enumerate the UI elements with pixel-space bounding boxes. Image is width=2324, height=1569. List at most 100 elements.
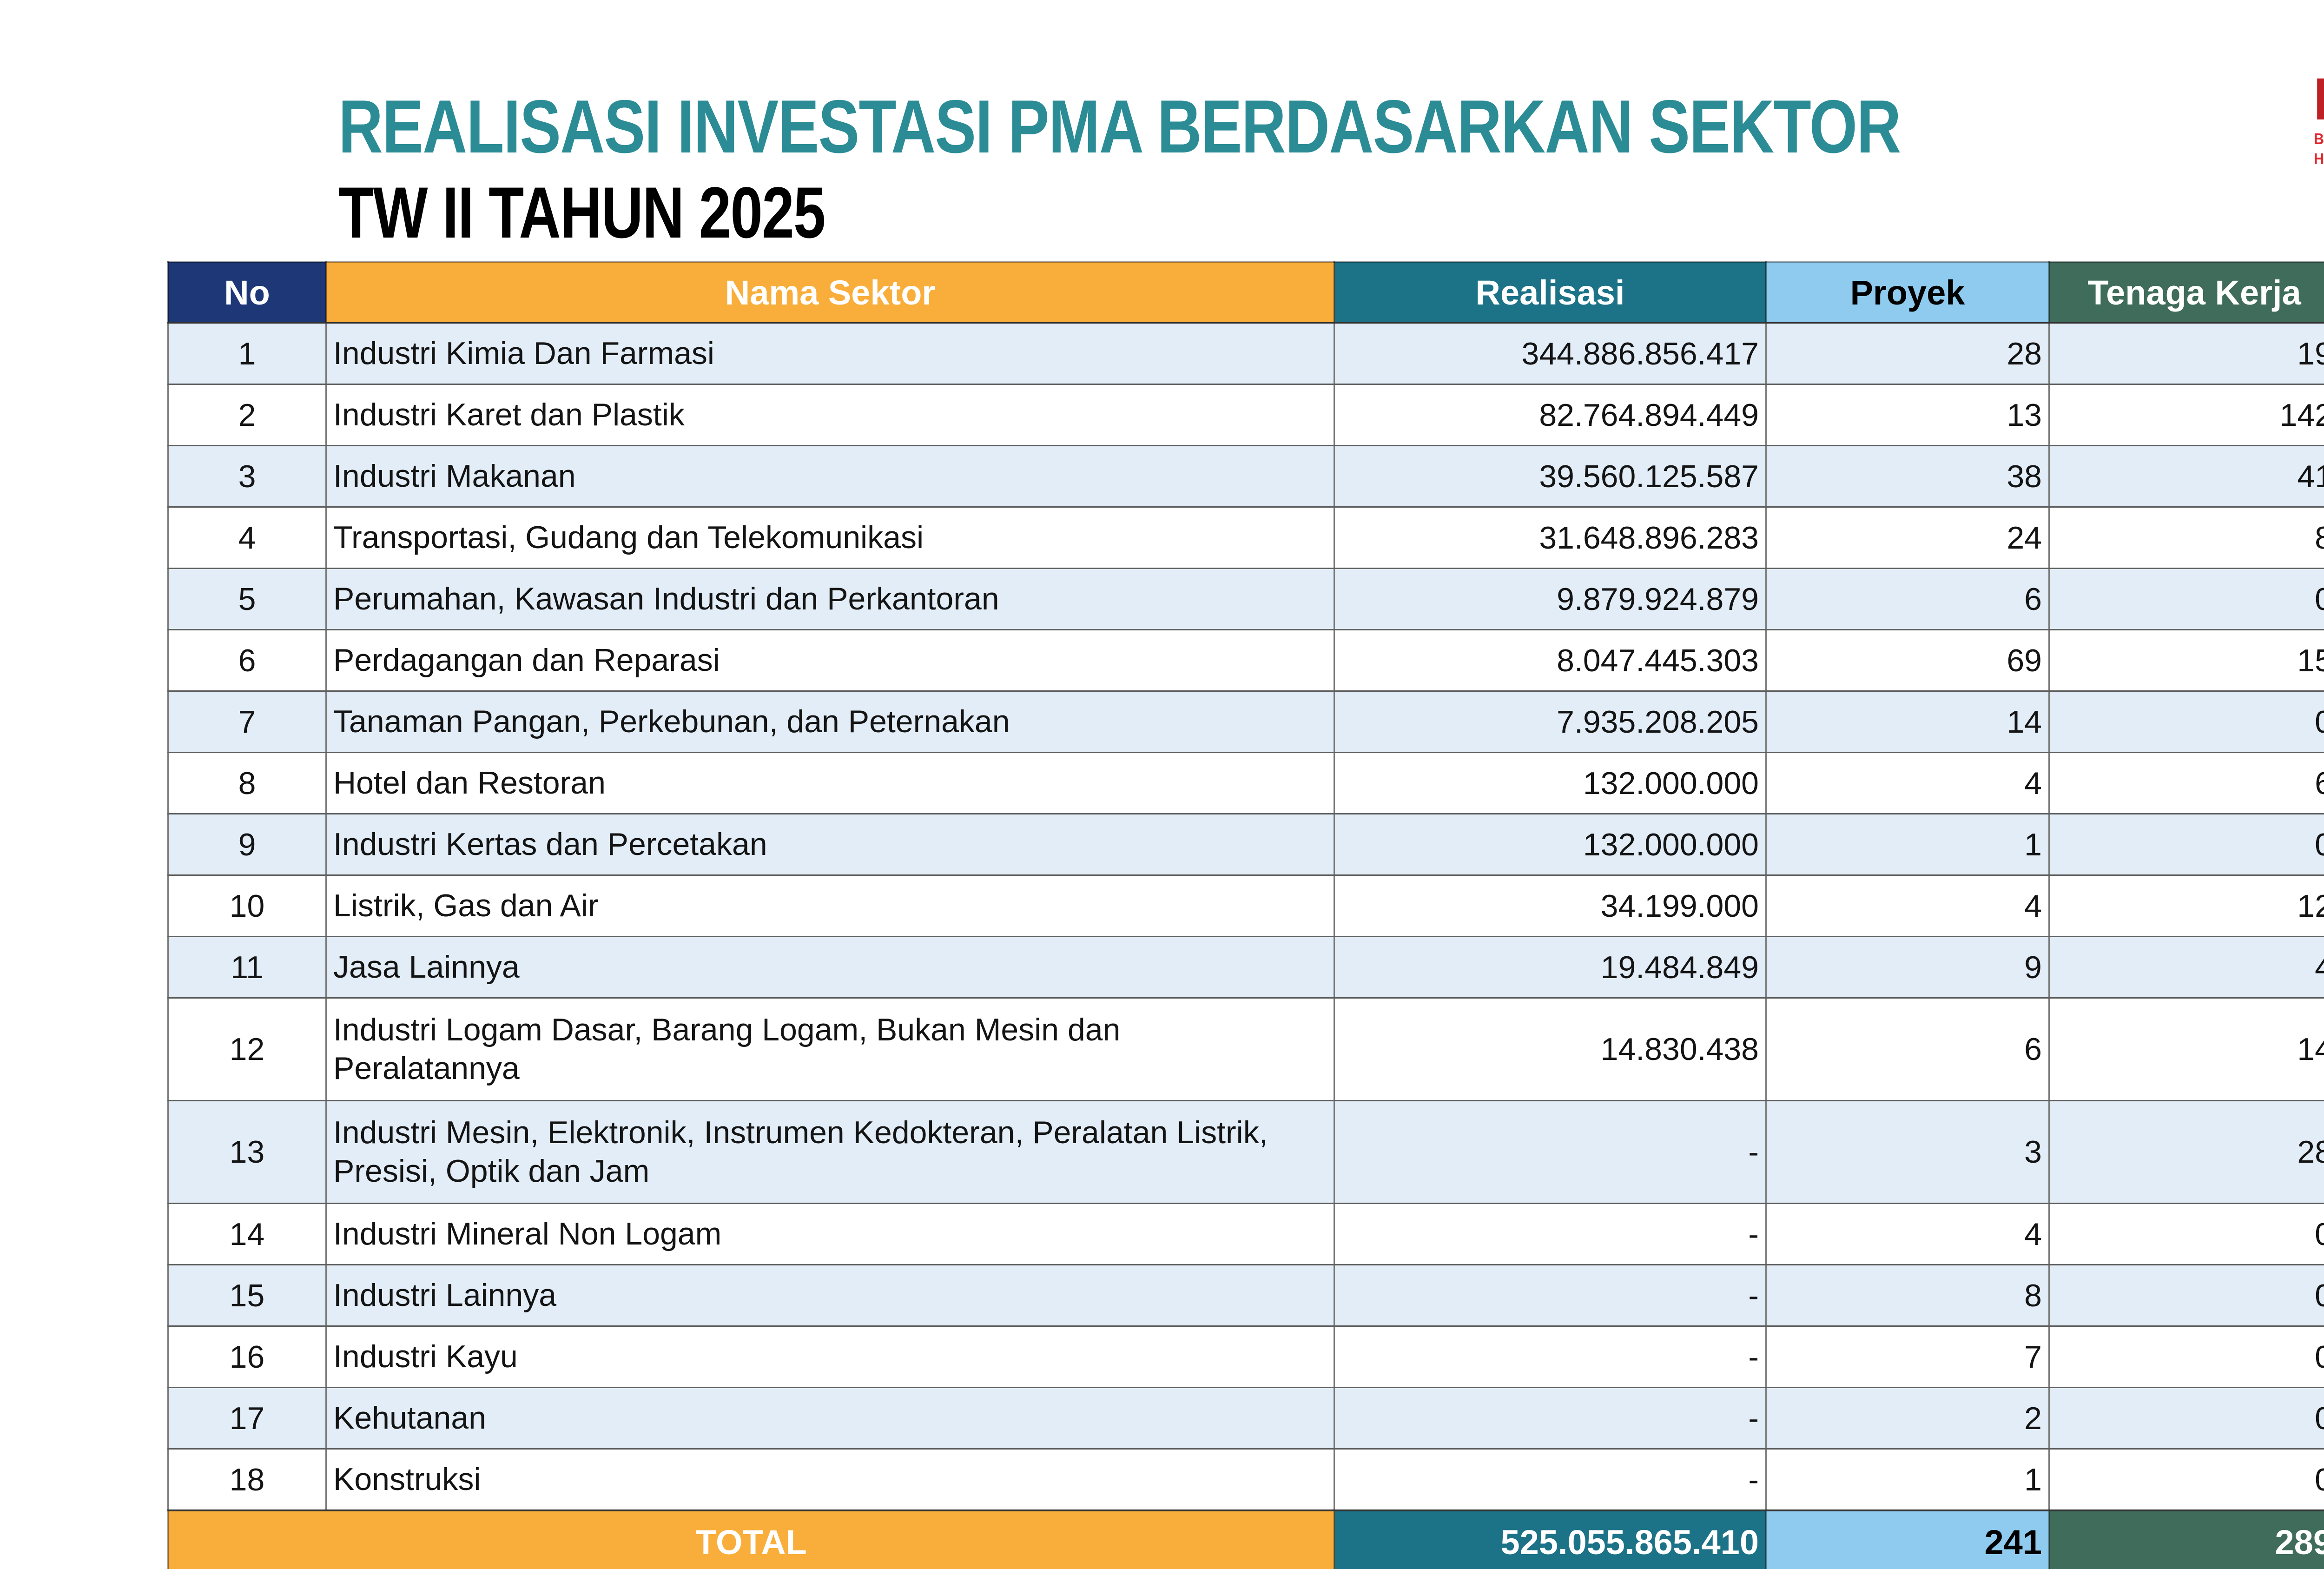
cell-no: 11 <box>167 936 327 999</box>
total-realisasi: 525.055.865.410 <box>1334 1509 1767 1569</box>
page-title: REALISASI INVESTASI PMA BERDASARKAN SEKT… <box>338 85 1901 169</box>
cell-no: 3 <box>167 445 327 508</box>
cell-tenaga_kerja: 142 <box>2048 384 2324 446</box>
cell-nama: Perdagangan dan Reparasi <box>325 629 1335 692</box>
cell-nama: Industri Mesin, Elektronik, Instrumen Ke… <box>325 1100 1335 1204</box>
cell-no: 5 <box>167 568 327 630</box>
cell-tenaga_kerja: 0 <box>2048 1326 2324 1388</box>
cell-proyek: 4 <box>1765 1203 2050 1265</box>
cell-no: 1 <box>167 323 327 385</box>
sector-name: Industri Karet dan Plastik <box>333 397 685 433</box>
sector-name: Industri Mesin, Elektronik, Instrumen Ke… <box>333 1115 1268 1189</box>
table-row: 5 Perumahan, Kawasan Industri dan Perkant… <box>167 568 2324 630</box>
cell-tenaga_kerja: 0 <box>2048 814 2324 876</box>
cell-nama: Perumahan, Kawasan Industri dan Perkanto… <box>325 568 1335 630</box>
cell-proyek: 9 <box>1765 936 2050 999</box>
table-header-row: No Nama Sektor Realisasi Proyek Tenaga Kerja… <box>167 261 2324 324</box>
cell-nama: Konstruksi <box>325 1449 1335 1511</box>
table-row: 7 Tanaman Pangan, Perkebunan, dan Peterna… <box>167 691 2324 753</box>
cell-realisasi: - <box>1334 1449 1767 1511</box>
cell-proyek: 69 <box>1765 629 2050 692</box>
title-block: REALISASI INVESTASI PMA BERDASARKAN SEKT… <box>338 87 2243 249</box>
cell-realisasi: - <box>1334 1326 1767 1388</box>
cell-proyek: 8 <box>1765 1264 2050 1327</box>
cell-proyek: 3 <box>1765 1100 2050 1204</box>
cell-realisasi: - <box>1334 1264 1767 1327</box>
cell-tenaga_kerja: 0 <box>2048 568 2324 630</box>
cell-nama: Listrik, Gas dan Air <box>325 875 1335 937</box>
cell-proyek: 13 <box>1765 384 2050 446</box>
cell-proyek: 2 <box>1765 1387 2050 1450</box>
cell-no: 2 <box>167 384 327 446</box>
col-header-no: No <box>167 261 327 324</box>
cell-tenaga_kerja: 0 <box>2048 1449 2324 1511</box>
cell-proyek: 28 <box>1765 323 2050 385</box>
col-header-proyek: Proyek <box>1765 261 2050 324</box>
cell-no: 17 <box>167 1387 327 1450</box>
sector-table: No Nama Sektor Realisasi Proyek Tenaga Kerja… <box>167 261 2324 1569</box>
cell-realisasi: 19.484.849 <box>1334 936 1767 999</box>
sector-name: Transportasi, Gudang dan Telekomunikasi <box>333 520 924 556</box>
cell-realisasi: 34.199.000 <box>1334 875 1767 937</box>
total-proyek: 241 <box>1765 1509 2050 1569</box>
tagline-accent-letter: H <box>2314 150 2324 167</box>
cell-nama: Industri Karet dan Plastik <box>325 384 1335 446</box>
cell-realisasi: - <box>1334 1100 1767 1204</box>
table-row: 12 Industri Logam Dasar, Barang Logam, Bu… <box>167 998 2324 1101</box>
cell-nama: Industri Kayu <box>325 1326 1335 1388</box>
cell-no: 12 <box>167 998 327 1101</box>
cell-no: 8 <box>167 752 327 814</box>
col-header-tenaga_kerja: Tenaga Kerja <box>2048 261 2324 324</box>
cell-proyek: 4 <box>1765 875 2050 937</box>
cell-proyek: 1 <box>1765 814 2050 876</box>
berakhlak-logo: BerAKHLAK Berorientasi Pelayanan Akuntab… <box>2314 70 2324 169</box>
total-label: TOTAL <box>167 1509 1335 1569</box>
cell-tenaga_kerja: 0 <box>2048 1264 2324 1327</box>
cell-proyek: 38 <box>1765 445 2050 508</box>
cell-tenaga_kerja: 8 <box>2048 507 2324 569</box>
cell-no: 6 <box>167 629 327 692</box>
cell-realisasi: 9.879.924.879 <box>1334 568 1767 630</box>
berakhlak-tagline-line1: Berorientasi Pelayanan Akuntabel Kompete… <box>2314 129 2324 149</box>
cell-tenaga_kerja: 14 <box>2048 998 2324 1101</box>
cell-tenaga_kerja: 19 <box>2048 323 2324 385</box>
cell-realisasi: 82.764.894.449 <box>1334 384 1767 446</box>
cell-realisasi: 7.935.208.205 <box>1334 691 1767 753</box>
col-header-nama: Nama Sektor <box>325 261 1335 324</box>
berakhlak-tagline-line2: Harmonis Loyal Adaptif Kolaboratif <box>2314 149 2324 169</box>
sector-name: Jasa Lainnya <box>333 949 520 985</box>
cell-no: 4 <box>167 507 327 569</box>
cell-realisasi: 14.830.438 <box>1334 998 1767 1101</box>
cell-nama: Industri Kimia Dan Farmasi <box>325 323 1335 385</box>
cell-no: 13 <box>167 1100 327 1204</box>
cell-tenaga_kerja: 0 <box>2048 1203 2324 1265</box>
sector-name: Listrik, Gas dan Air <box>333 888 599 924</box>
berakhlak-wordmark: BerAKHLAK <box>2314 70 2324 129</box>
cell-realisasi: 31.648.896.283 <box>1334 507 1767 569</box>
cell-no: 9 <box>167 814 327 876</box>
sector-name: Industri Makanan <box>333 458 576 494</box>
sector-name: Industri Kertas dan Percetakan <box>333 827 767 862</box>
cell-realisasi: 132.000.000 <box>1334 752 1767 814</box>
sector-name: Industri Logam Dasar, Barang Logam, Buka… <box>333 1012 1121 1086</box>
cell-proyek: 7 <box>1765 1326 2050 1388</box>
col-header-realisasi: Realisasi <box>1334 261 1767 324</box>
cell-realisasi: - <box>1334 1387 1767 1450</box>
cell-nama: Hotel dan Restoran <box>325 752 1335 814</box>
tagline-accent-letter: Ber <box>2314 130 2324 147</box>
page-subtitle: TW II TAHUN 2025 <box>338 172 826 254</box>
table-row: 6 Perdagangan dan Reparasi 8.047.445.303 69… <box>167 629 2324 692</box>
cell-proyek: 1 <box>1765 1449 2050 1511</box>
cell-no: 14 <box>167 1203 327 1265</box>
cell-tenaga_kerja: 0 <box>2048 691 2324 753</box>
cell-no: 15 <box>167 1264 327 1327</box>
cell-nama: Industri Kertas dan Percetakan <box>325 814 1335 876</box>
table-row: 9 Industri Kertas dan Percetakan 132.000.0… <box>167 814 2324 876</box>
cell-realisasi: 8.047.445.303 <box>1334 629 1767 692</box>
total-tenaga_kerja: 289 <box>2048 1509 2324 1569</box>
cell-proyek: 6 <box>1765 998 2050 1101</box>
